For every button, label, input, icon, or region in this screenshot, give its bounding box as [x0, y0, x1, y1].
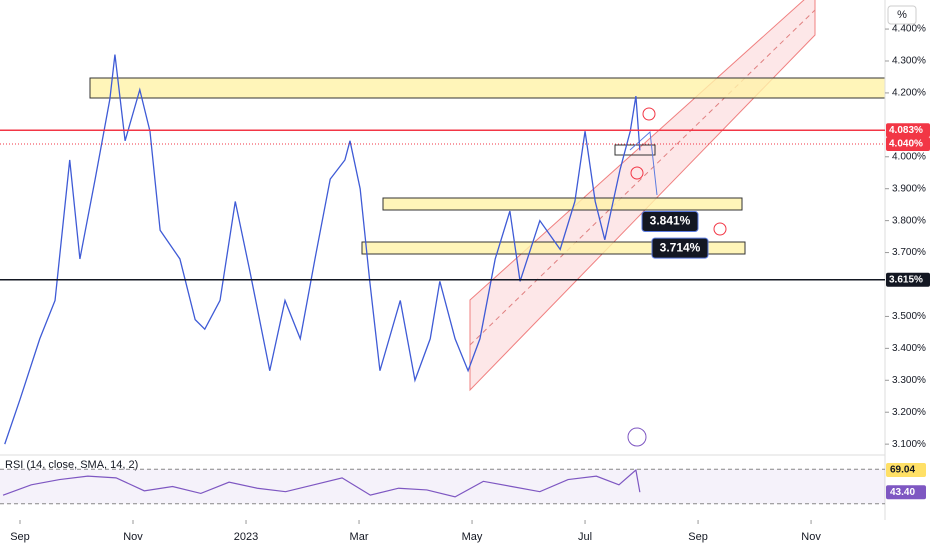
rsi-value-label: 43.40 [890, 487, 915, 498]
zone [361, 241, 746, 255]
icon [627, 427, 647, 447]
price-line [4, 54, 641, 445]
target-label: 3.714% [660, 240, 701, 254]
x-tick-label: May [462, 531, 483, 543]
level-label: 3.615% [889, 274, 923, 285]
unit-label: % [897, 9, 907, 21]
level-box [886, 123, 930, 138]
unit-button[interactable] [887, 5, 917, 25]
rsi-line [2, 468, 641, 498]
channel-mid [469, 9, 816, 346]
y-tick-label: 3.300% [892, 375, 926, 386]
y-tick-label: 3.400% [892, 343, 926, 354]
x-tick-label: Mar [350, 531, 369, 543]
rsi-value-label: 69.04 [890, 465, 915, 476]
zone [89, 77, 886, 99]
x-tick-label: Nov [801, 531, 821, 543]
y-tick-label: 3.200% [892, 407, 926, 418]
rsi-value-box [886, 485, 926, 500]
level-label: 4.083% [889, 125, 923, 136]
rsi-title: RSI (14, close, SMA, 14, 2) [5, 459, 138, 471]
x-tick-label: Sep [688, 531, 708, 543]
x-tick-label: Nov [123, 531, 143, 543]
y-tick-label: 4.300% [892, 56, 926, 67]
level-box [886, 137, 930, 152]
wave-circle [642, 107, 656, 121]
y-tick-label: 3.800% [892, 215, 926, 226]
y-tick-label: 3.700% [892, 247, 926, 258]
x-tick-label: Sep [10, 531, 30, 543]
zone [382, 197, 743, 211]
rsi-value-box [886, 463, 926, 478]
x-tick-label: Jul [578, 531, 592, 543]
level-label: 4.040% [889, 139, 923, 150]
y-tick-label: 4.400% [892, 24, 926, 35]
x-tick-label: 2023 [234, 531, 258, 543]
rsi-band [0, 469, 885, 504]
target-label: 3.841% [650, 214, 691, 228]
level-box [886, 272, 930, 287]
y-tick-label: 3.100% [892, 439, 926, 450]
wave-circle [630, 166, 644, 180]
y-tick-label: 3.500% [892, 311, 926, 322]
y-tick-label: 4.200% [892, 88, 926, 99]
target-box [641, 211, 699, 233]
y-tick-label: 3.900% [892, 183, 926, 194]
target-box [651, 237, 709, 259]
y-tick-label: 4.000% [892, 151, 926, 162]
wave-circle [713, 222, 727, 236]
